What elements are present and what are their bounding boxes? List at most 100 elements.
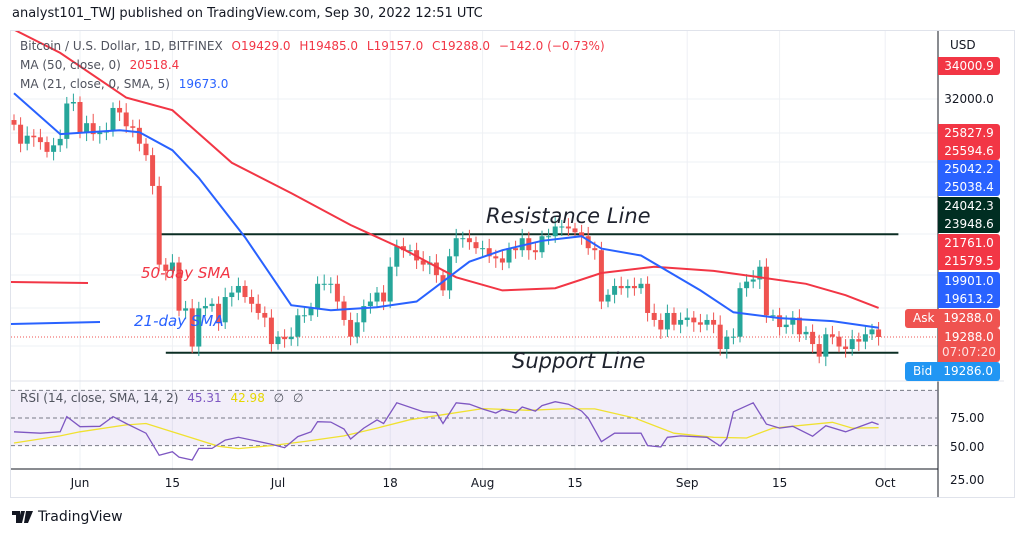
candle-body bbox=[275, 336, 281, 345]
candle-body bbox=[229, 292, 235, 298]
candle-body bbox=[321, 283, 327, 285]
ma21-value: 19673.0 bbox=[178, 77, 229, 91]
ma21-legend[interactable]: MA (21, close, 0, SMA, 5) 19673.0 bbox=[20, 77, 233, 91]
candle-body bbox=[552, 226, 558, 237]
grid bbox=[11, 31, 1004, 497]
candle-body bbox=[295, 315, 301, 337]
price-tag: 25827.9 25594.6 bbox=[938, 124, 1000, 160]
rsi-pane bbox=[11, 389, 938, 461]
candle-body bbox=[678, 319, 684, 325]
candle-body bbox=[420, 260, 426, 265]
high-value: H19485.0 bbox=[299, 39, 359, 53]
candle-body bbox=[136, 127, 142, 144]
x-tick-label: 15 bbox=[165, 476, 180, 490]
candle-body bbox=[387, 266, 393, 302]
ma50-legend-stub bbox=[11, 281, 89, 284]
candle-body bbox=[625, 285, 631, 289]
moving-averages bbox=[13, 31, 879, 329]
candle-body bbox=[658, 319, 664, 330]
open-value: O19429.0 bbox=[231, 39, 291, 53]
x-tick-label: Oct bbox=[875, 476, 896, 490]
x-axis: Jun 15 Jul 18 Aug 15 Sep 15 Oct bbox=[70, 476, 896, 490]
rsi-value: 45.31 bbox=[187, 391, 222, 405]
candle-body bbox=[605, 294, 611, 302]
candle-body bbox=[631, 285, 637, 289]
candle-body bbox=[539, 236, 545, 253]
candle-body bbox=[163, 264, 169, 271]
candle-body bbox=[790, 317, 796, 325]
candle-body bbox=[196, 308, 202, 347]
resistance-label: Resistance Line bbox=[486, 204, 651, 228]
price-tag: 19901.0 19613.2 bbox=[938, 272, 1000, 308]
candle-body bbox=[143, 143, 149, 156]
symbol-name: Bitcoin / U.S. Dollar, 1D, BITFINEX bbox=[20, 39, 223, 53]
candle-body bbox=[466, 238, 472, 243]
rsi-axis-75: 75.00 bbox=[950, 411, 985, 425]
candle-body bbox=[11, 120, 17, 125]
candle-body bbox=[301, 315, 307, 317]
candle-body bbox=[110, 107, 116, 131]
candle-body bbox=[348, 319, 354, 337]
candle-body bbox=[433, 262, 439, 276]
x-tick-label: Aug bbox=[471, 476, 494, 490]
candle-body bbox=[645, 283, 651, 313]
bid-tag: Bid 19286.0 bbox=[905, 362, 1000, 381]
candle-body bbox=[671, 312, 677, 325]
sma50-label: 50-day SMA bbox=[141, 264, 231, 282]
rsi-legend[interactable]: RSI (14, close, SMA, 14, 2) 45.31 42.98 … bbox=[20, 391, 308, 405]
candle-body bbox=[18, 124, 24, 144]
candle-body bbox=[176, 262, 182, 311]
candle-body bbox=[499, 258, 505, 263]
candle-body bbox=[480, 248, 486, 250]
bid-label: Bid bbox=[913, 364, 933, 378]
candle-body bbox=[394, 246, 400, 267]
price-tag-value: 25827.9 bbox=[944, 126, 994, 140]
rsi-sma-value: 42.98 bbox=[230, 391, 265, 405]
x-tick-label: Jul bbox=[270, 476, 285, 490]
candle-body bbox=[328, 283, 334, 285]
candle-body bbox=[70, 102, 76, 104]
candle-body bbox=[493, 256, 499, 259]
ask-value: 19288.0 bbox=[943, 311, 993, 325]
candle-body bbox=[288, 336, 294, 340]
candle-body bbox=[130, 126, 136, 128]
candle-body bbox=[37, 137, 43, 143]
rsi-na-1: ∅ bbox=[273, 391, 285, 405]
change-value: −142.0 (−0.73%) bbox=[498, 39, 605, 53]
candle-body bbox=[367, 301, 373, 307]
candle-body bbox=[486, 248, 492, 257]
candle-body bbox=[638, 283, 644, 289]
candle-body bbox=[64, 103, 70, 139]
ma50-legend[interactable]: MA (50, close, 0) 20518.4 bbox=[20, 58, 184, 72]
price-tag-value: 25042.2 bbox=[944, 162, 994, 176]
candle-body bbox=[97, 132, 103, 135]
rsi-na-2: ∅ bbox=[292, 391, 304, 405]
candle-body bbox=[374, 292, 380, 302]
x-tick-label: 18 bbox=[383, 476, 398, 490]
candle-body bbox=[717, 324, 723, 350]
candle-body bbox=[651, 312, 657, 320]
currency-label: USD bbox=[950, 38, 976, 52]
support-label: Support Line bbox=[512, 349, 646, 373]
candle-body bbox=[150, 155, 156, 186]
candle-body bbox=[216, 303, 222, 323]
candle-body bbox=[169, 262, 175, 271]
candle-body bbox=[31, 135, 37, 138]
close-value: C19288.0 bbox=[432, 39, 491, 53]
candles bbox=[11, 93, 882, 367]
candle-body bbox=[51, 145, 57, 152]
candle-body bbox=[381, 292, 387, 302]
candle-body bbox=[565, 226, 571, 229]
tradingview-logo[interactable]: TradingView bbox=[12, 509, 123, 525]
rsi-line bbox=[13, 401, 879, 461]
chart-frame bbox=[10, 30, 1015, 498]
candle-body bbox=[189, 308, 195, 347]
candle-body bbox=[519, 238, 525, 251]
candle-body bbox=[585, 236, 591, 249]
candle-body bbox=[770, 315, 776, 317]
candle-body bbox=[763, 266, 769, 316]
candle-body bbox=[869, 329, 875, 335]
publication-title: analyst101_TWJ published on TradingView.… bbox=[12, 6, 483, 21]
candle-body bbox=[546, 236, 552, 238]
